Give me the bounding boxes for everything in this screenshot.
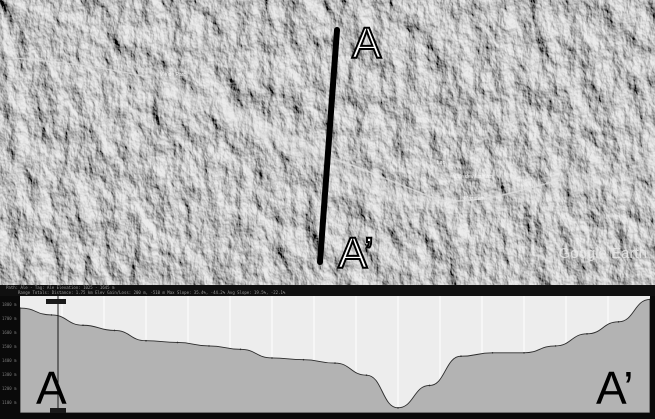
y-tick-label: 1800 m [2,302,17,307]
y-tick-label: 1100 m [2,400,17,405]
profile-start-label: A [36,362,67,414]
elevation-profile-panel[interactable]: Path: Ale - Tag: Ale Elevation: 1025 - 1… [0,285,655,419]
profile-point [20,307,21,309]
terrain-map[interactable]: A A’ Vaile de Mazafem Mazafem Lac Vie de… [0,0,655,285]
profile-point [491,351,494,354]
profile-point [50,314,53,316]
profile-point [586,333,588,335]
profile-point [334,362,336,364]
profile-point [113,329,116,332]
place-label: Vaile de Mazafem [453,174,493,180]
profile-point [82,324,84,327]
place-label: Lac [437,160,446,166]
profile-point [239,348,242,351]
profile-end-label: A’ [596,362,634,414]
y-axis: 1800 m 1700 m 1600 m 1500 m 1400 m 1300 m 1200… [0,296,20,413]
section-end-label: A’ [337,229,375,278]
elevation-profile-chart[interactable] [20,296,650,413]
place-label: Mazafem [464,196,485,202]
profile-point [271,357,273,359]
profile-header: Path: Ale - Tag: Ale Elevation: 1025 - 1… [0,285,655,296]
y-tick-label: 1500 m [2,344,17,349]
y-tick-label: 1300 m [2,372,17,377]
section-start-label: A [351,19,382,68]
profile-point [554,345,557,347]
terrain-shading [0,0,655,285]
y-tick-label: 1400 m [2,358,17,363]
profile-point [523,351,525,354]
y-tick-label: 1200 m [2,386,17,391]
place-label: Vie de Parc [160,72,186,78]
profile-point [176,341,179,344]
profile-point [649,298,650,301]
position-marker[interactable] [46,296,66,413]
profile-header-line1: Path: Ale - Tag: Ale Elevation: 1025 - 1… [6,285,115,290]
google-earth-watermark: Google Earth [558,245,647,262]
profile-point [208,345,210,347]
profile-point [460,355,462,358]
y-tick-label: 1700 m [2,316,17,321]
profile-point [302,358,305,361]
cross-section-line [317,27,340,265]
profile-point [428,384,431,387]
profile-header-line2: Range Totals: Distance: 1.75 km Elev Gai… [18,290,286,295]
profile-point [617,321,620,323]
profile-point [145,339,147,342]
profile-point [365,374,368,376]
y-tick-label: 1600 m [2,330,17,335]
profile-point [397,407,399,409]
